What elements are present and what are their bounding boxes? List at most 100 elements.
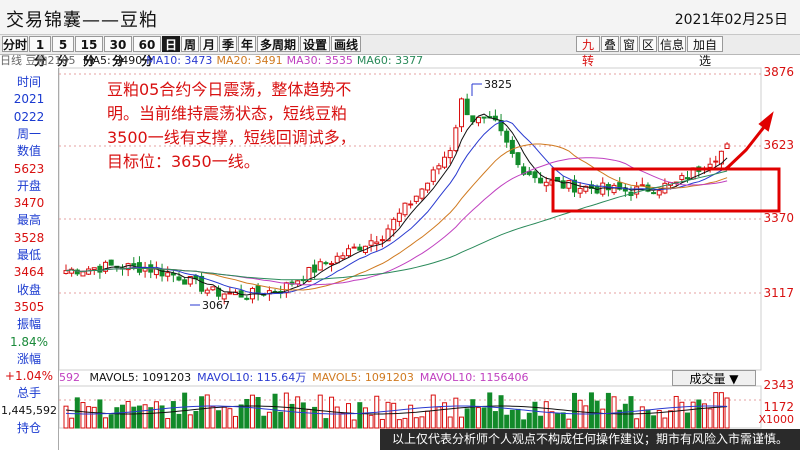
- candle-body: [420, 189, 424, 198]
- volume-bar: [460, 417, 464, 428]
- candle-body: [313, 265, 317, 272]
- candle-body: [426, 183, 430, 190]
- volume-prefix: 592: [59, 371, 80, 384]
- volume-bar: [403, 418, 407, 428]
- candle-body: [132, 264, 136, 266]
- candle-body: [318, 262, 322, 270]
- volume-bar: [714, 393, 718, 428]
- sidebar-field: 1.84%: [0, 335, 58, 349]
- volume-bar: [177, 414, 181, 428]
- volume-bar: [318, 395, 322, 428]
- candle-body: [431, 170, 435, 181]
- volume-bar: [556, 414, 560, 428]
- sidebar-field: 数值: [0, 144, 58, 158]
- sidebar-field: 3528: [0, 231, 58, 245]
- volume-bar: [629, 397, 633, 428]
- info-sidebar: 时间 2021 0222 周一 数值 5623 开盘 3470 最高 3528 最低 3464 收盘 35…: [0, 68, 59, 450]
- volume-legend-item: MAVOL10: 115.64万: [197, 371, 306, 384]
- volume-bar: [612, 397, 616, 428]
- volume-bar: [426, 411, 430, 428]
- sidebar-field: 1,445,592: [0, 404, 58, 418]
- sidebar-field: +1.04%: [0, 369, 58, 383]
- volume-bar: [64, 406, 68, 428]
- candle-body: [465, 99, 469, 114]
- volume-bar: [448, 417, 452, 428]
- indicator-select-button[interactable]: 成交量 ▼: [672, 370, 756, 386]
- candle-body: [228, 293, 232, 294]
- candle-body: [403, 203, 407, 215]
- volume-bar: [132, 407, 136, 428]
- volume-bar: [488, 393, 492, 428]
- volume-bar: [595, 401, 599, 428]
- volume-bar: [171, 402, 175, 428]
- volume-bar: [149, 408, 153, 428]
- volume-bar: [267, 412, 271, 428]
- sidebar-field: 涨幅: [0, 352, 58, 366]
- volume-bar: [646, 410, 650, 428]
- candle-body: [330, 263, 334, 264]
- volume-bar: [702, 404, 706, 428]
- candle-body: [358, 247, 362, 250]
- volume-bar: [420, 417, 424, 428]
- candle-body: [324, 263, 328, 264]
- price-tick: 3117: [763, 286, 794, 300]
- candle-body: [87, 269, 91, 274]
- volume-bar: [505, 415, 509, 428]
- sidebar-field: 周一: [0, 127, 58, 141]
- candle-body: [160, 269, 164, 276]
- candle-body: [369, 241, 373, 246]
- candle-body: [392, 219, 396, 229]
- volume-tick: 2343: [763, 378, 794, 392]
- volume-bar: [121, 405, 125, 428]
- candle-body: [109, 260, 113, 265]
- candle-body: [183, 280, 187, 284]
- candle-body: [200, 276, 204, 291]
- candle-body: [454, 128, 458, 151]
- candle-body: [352, 247, 356, 248]
- sidebar-field: 3464: [0, 265, 58, 279]
- volume-bar: [330, 397, 334, 428]
- volume-bar: [561, 413, 565, 428]
- volume-bar: [81, 403, 85, 428]
- volume-bar: [154, 402, 158, 428]
- candle-body: [714, 161, 718, 162]
- volume-bar: [674, 396, 678, 428]
- volume-bar: [104, 418, 108, 428]
- candle-body: [375, 242, 379, 244]
- volume-bar: [465, 409, 469, 428]
- sidebar-field: 2021: [0, 92, 58, 106]
- volume-bar: [194, 411, 198, 428]
- candle-body: [448, 151, 452, 158]
- candle-body: [443, 157, 447, 167]
- candle-body: [482, 117, 486, 118]
- volume-bar: [211, 406, 215, 428]
- candle-body: [397, 213, 401, 221]
- volume-legend-item: MAVOL10: 1156406: [420, 371, 529, 384]
- candle-body: [64, 271, 68, 274]
- volume-bar: [397, 420, 401, 428]
- candle-body: [533, 172, 537, 178]
- candle-body: [516, 153, 520, 165]
- volume-bar: [301, 403, 305, 428]
- candle-body: [296, 281, 300, 284]
- volume-bar: [567, 419, 571, 428]
- sidebar-field: 时间: [0, 75, 58, 89]
- sidebar-field: 5623: [0, 162, 58, 176]
- volume-bar: [200, 397, 204, 428]
- volume-bar: [143, 405, 147, 428]
- volume-bar: [719, 393, 723, 428]
- volume-bar: [510, 410, 514, 428]
- volume-bar: [273, 394, 277, 428]
- volume-bar: [137, 406, 141, 428]
- volume-bar: [380, 419, 384, 428]
- low-label: 3067: [202, 299, 230, 312]
- volume-bar: [601, 409, 605, 428]
- price-tick: 3876: [763, 65, 794, 79]
- disclaimer-bar: 以上仅代表分析师个人观点不构成任何操作建议；期市有风险入市需谨慎。: [380, 429, 800, 450]
- volume-legend-item: MAVOL5: 1091203: [90, 371, 192, 384]
- candle-body: [245, 298, 249, 299]
- candle-body: [652, 193, 656, 194]
- sidebar-field: 持仓: [0, 421, 58, 435]
- volume-bar: [697, 400, 701, 428]
- volume-bar: [708, 409, 712, 428]
